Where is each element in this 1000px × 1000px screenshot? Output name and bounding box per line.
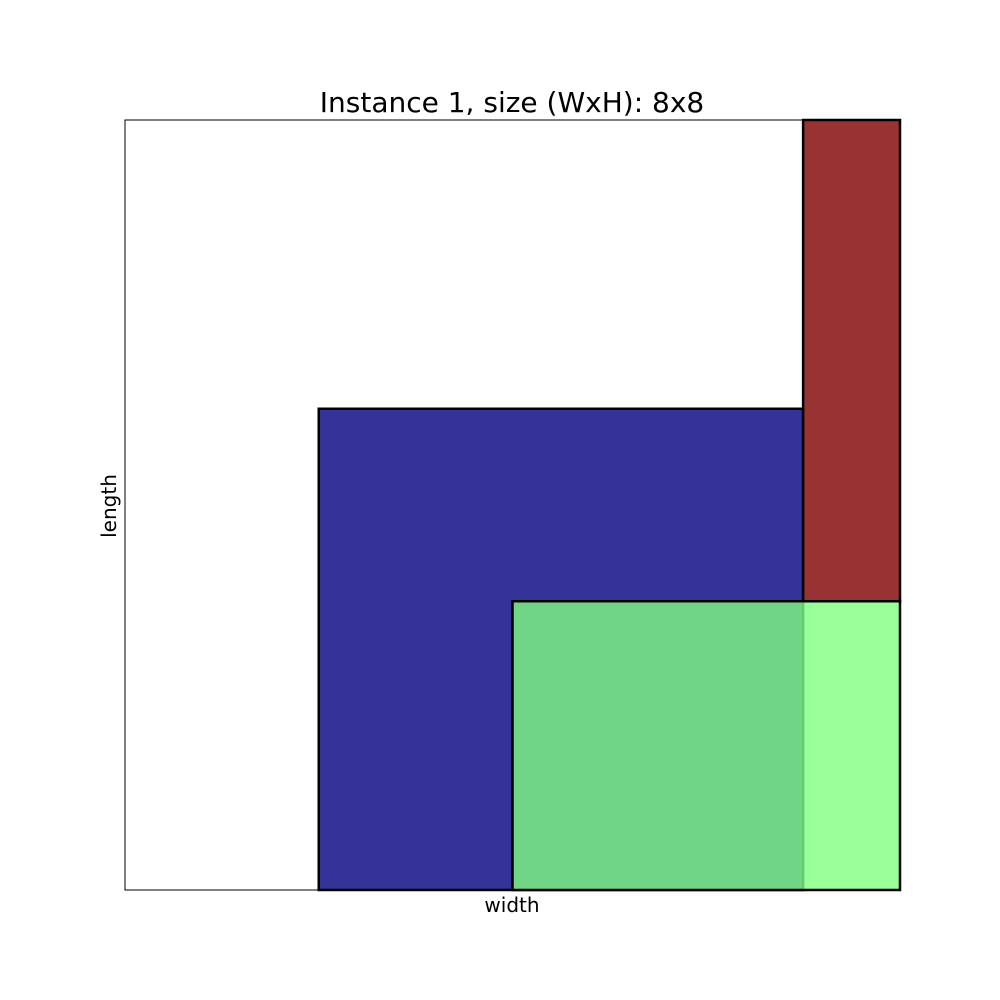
y-axis-label: length [97, 474, 121, 538]
chart-title: Instance 1, size (WxH): 8x8 [320, 86, 705, 119]
x-axis-label: width [484, 893, 539, 917]
packed-rect-3 [511, 600, 902, 892]
packed-rect-2 [801, 118, 902, 603]
rectangles-layer [317, 118, 902, 892]
plot-frame [124, 119, 901, 891]
